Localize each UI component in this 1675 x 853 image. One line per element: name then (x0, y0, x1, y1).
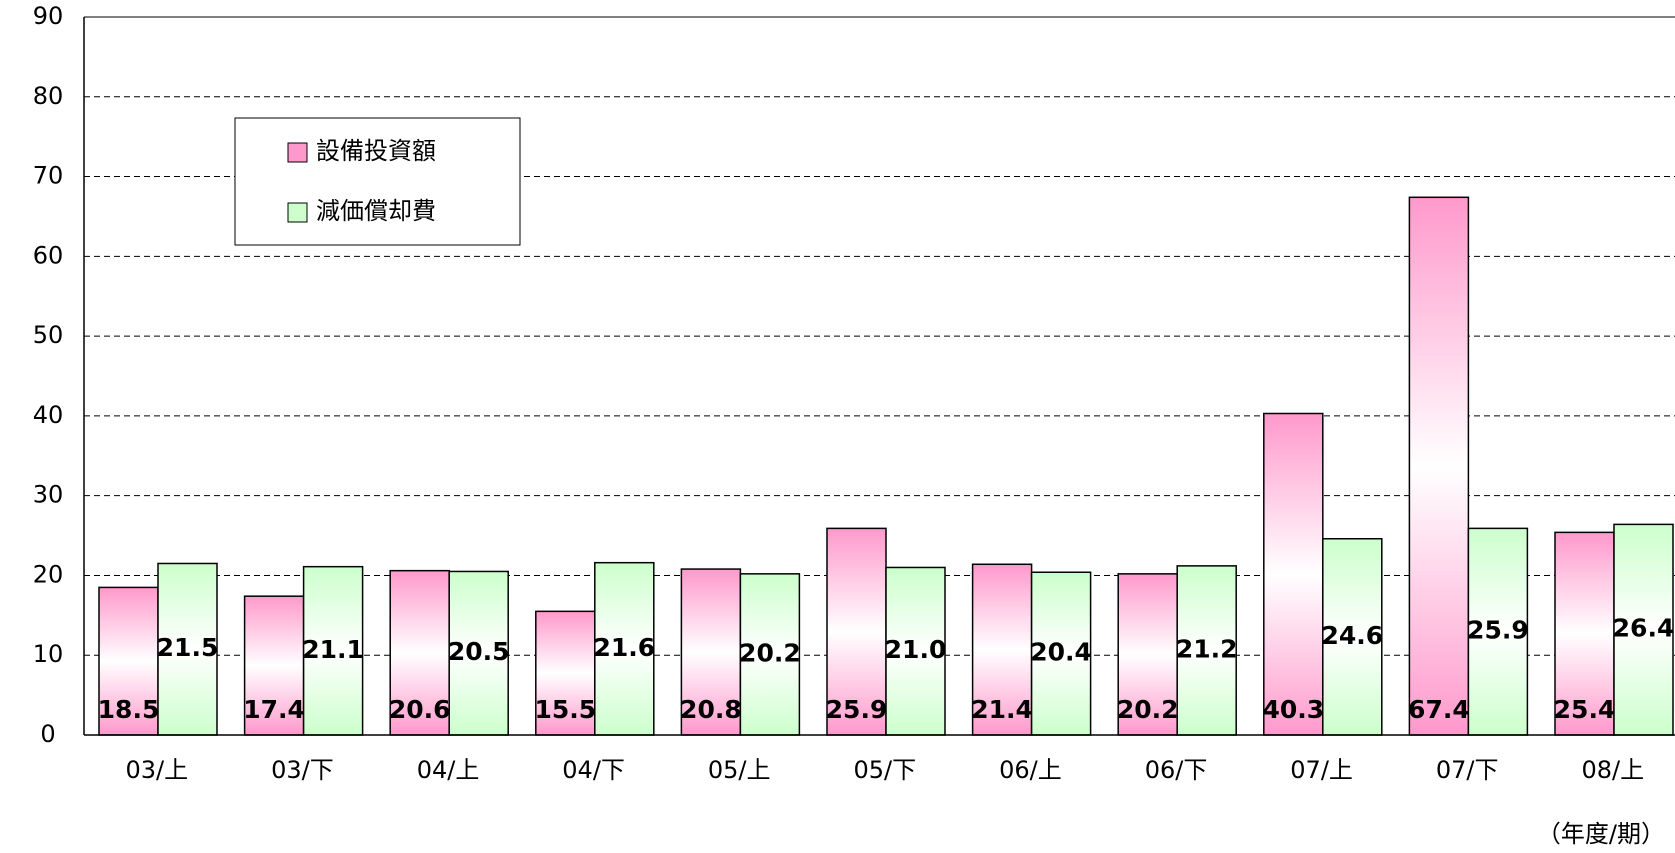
bar (1263, 412, 1324, 736)
value-label: 17.4 (243, 695, 305, 724)
x-tick-label: 05/上 (708, 756, 771, 784)
value-label: 20.2 (1117, 695, 1179, 724)
value-label: 18.5 (98, 695, 160, 724)
y-tick-label: 10 (33, 640, 64, 668)
bar (1613, 523, 1674, 736)
x-tick-label: 05/下 (853, 756, 916, 784)
bar (1030, 571, 1092, 736)
value-label: 21.2 (1176, 634, 1238, 663)
y-tick-label: 0 (40, 720, 55, 748)
bar (1176, 565, 1237, 736)
bar (826, 527, 887, 736)
y-tick-label: 90 (33, 2, 64, 30)
x-tick-label: 08/上 (1581, 756, 1644, 784)
x-tick-label: 06/上 (999, 756, 1062, 784)
legend-label: 設備投資額 (316, 137, 436, 165)
value-label: 20.4 (1030, 638, 1092, 667)
bar (1467, 527, 1529, 736)
legend-box (234, 117, 521, 246)
value-label: 20.6 (389, 695, 451, 724)
x-axis-title: （年度/期） (1537, 820, 1665, 848)
legend-swatch (287, 202, 308, 223)
value-label: 21.4 (971, 695, 1033, 724)
y-tick-label: 30 (33, 481, 64, 509)
value-label: 21.1 (302, 635, 364, 664)
value-label: 20.8 (680, 695, 742, 724)
x-tick-label: 03/上 (125, 756, 188, 784)
y-tick-label: 20 (33, 560, 64, 588)
value-label: 21.5 (157, 633, 219, 662)
value-label: 67.4 (1408, 695, 1470, 724)
bar (1322, 537, 1383, 736)
x-tick-label: 06/下 (1145, 756, 1208, 784)
x-tick-label: 04/上 (417, 756, 480, 784)
value-label: 20.2 (739, 638, 801, 667)
value-label: 25.4 (1554, 695, 1616, 724)
bar (1408, 196, 1470, 736)
bar (885, 566, 946, 736)
value-label: 21.0 (885, 635, 947, 664)
legend-swatch (287, 142, 308, 163)
bar (448, 570, 509, 736)
x-tick-label: 04/下 (562, 756, 625, 784)
legend: 設備投資額 減価償却費 (234, 117, 521, 246)
bar (594, 561, 655, 736)
value-label: 15.5 (534, 695, 596, 724)
y-tick-label: 60 (33, 241, 64, 269)
x-tick-label: 07/上 (1290, 756, 1353, 784)
bar (680, 568, 742, 736)
legend-label: 減価償却費 (316, 197, 436, 225)
x-tick-label: 03/下 (271, 756, 334, 784)
y-tick-label: 70 (33, 162, 64, 190)
value-label: 21.6 (593, 633, 655, 662)
value-label: 26.4 (1613, 614, 1675, 643)
value-label: 20.5 (448, 637, 510, 666)
value-label: 40.3 (1262, 695, 1324, 724)
bar (535, 610, 596, 736)
y-tick-label: 50 (33, 321, 64, 349)
x-tick-label: 07/下 (1436, 756, 1499, 784)
value-label: 24.6 (1321, 621, 1383, 650)
y-tick-label: 80 (33, 82, 64, 110)
value-label: 25.9 (826, 695, 888, 724)
bar (1117, 573, 1178, 736)
bar (971, 563, 1033, 736)
bars: 18.5 21.5 17.4 21.1 20.6 20.5 15.5 21.6 20.8 20.2… (98, 196, 1675, 736)
y-tick-label: 40 (33, 401, 64, 429)
value-label: 25.9 (1467, 616, 1529, 645)
bar (1554, 531, 1615, 736)
